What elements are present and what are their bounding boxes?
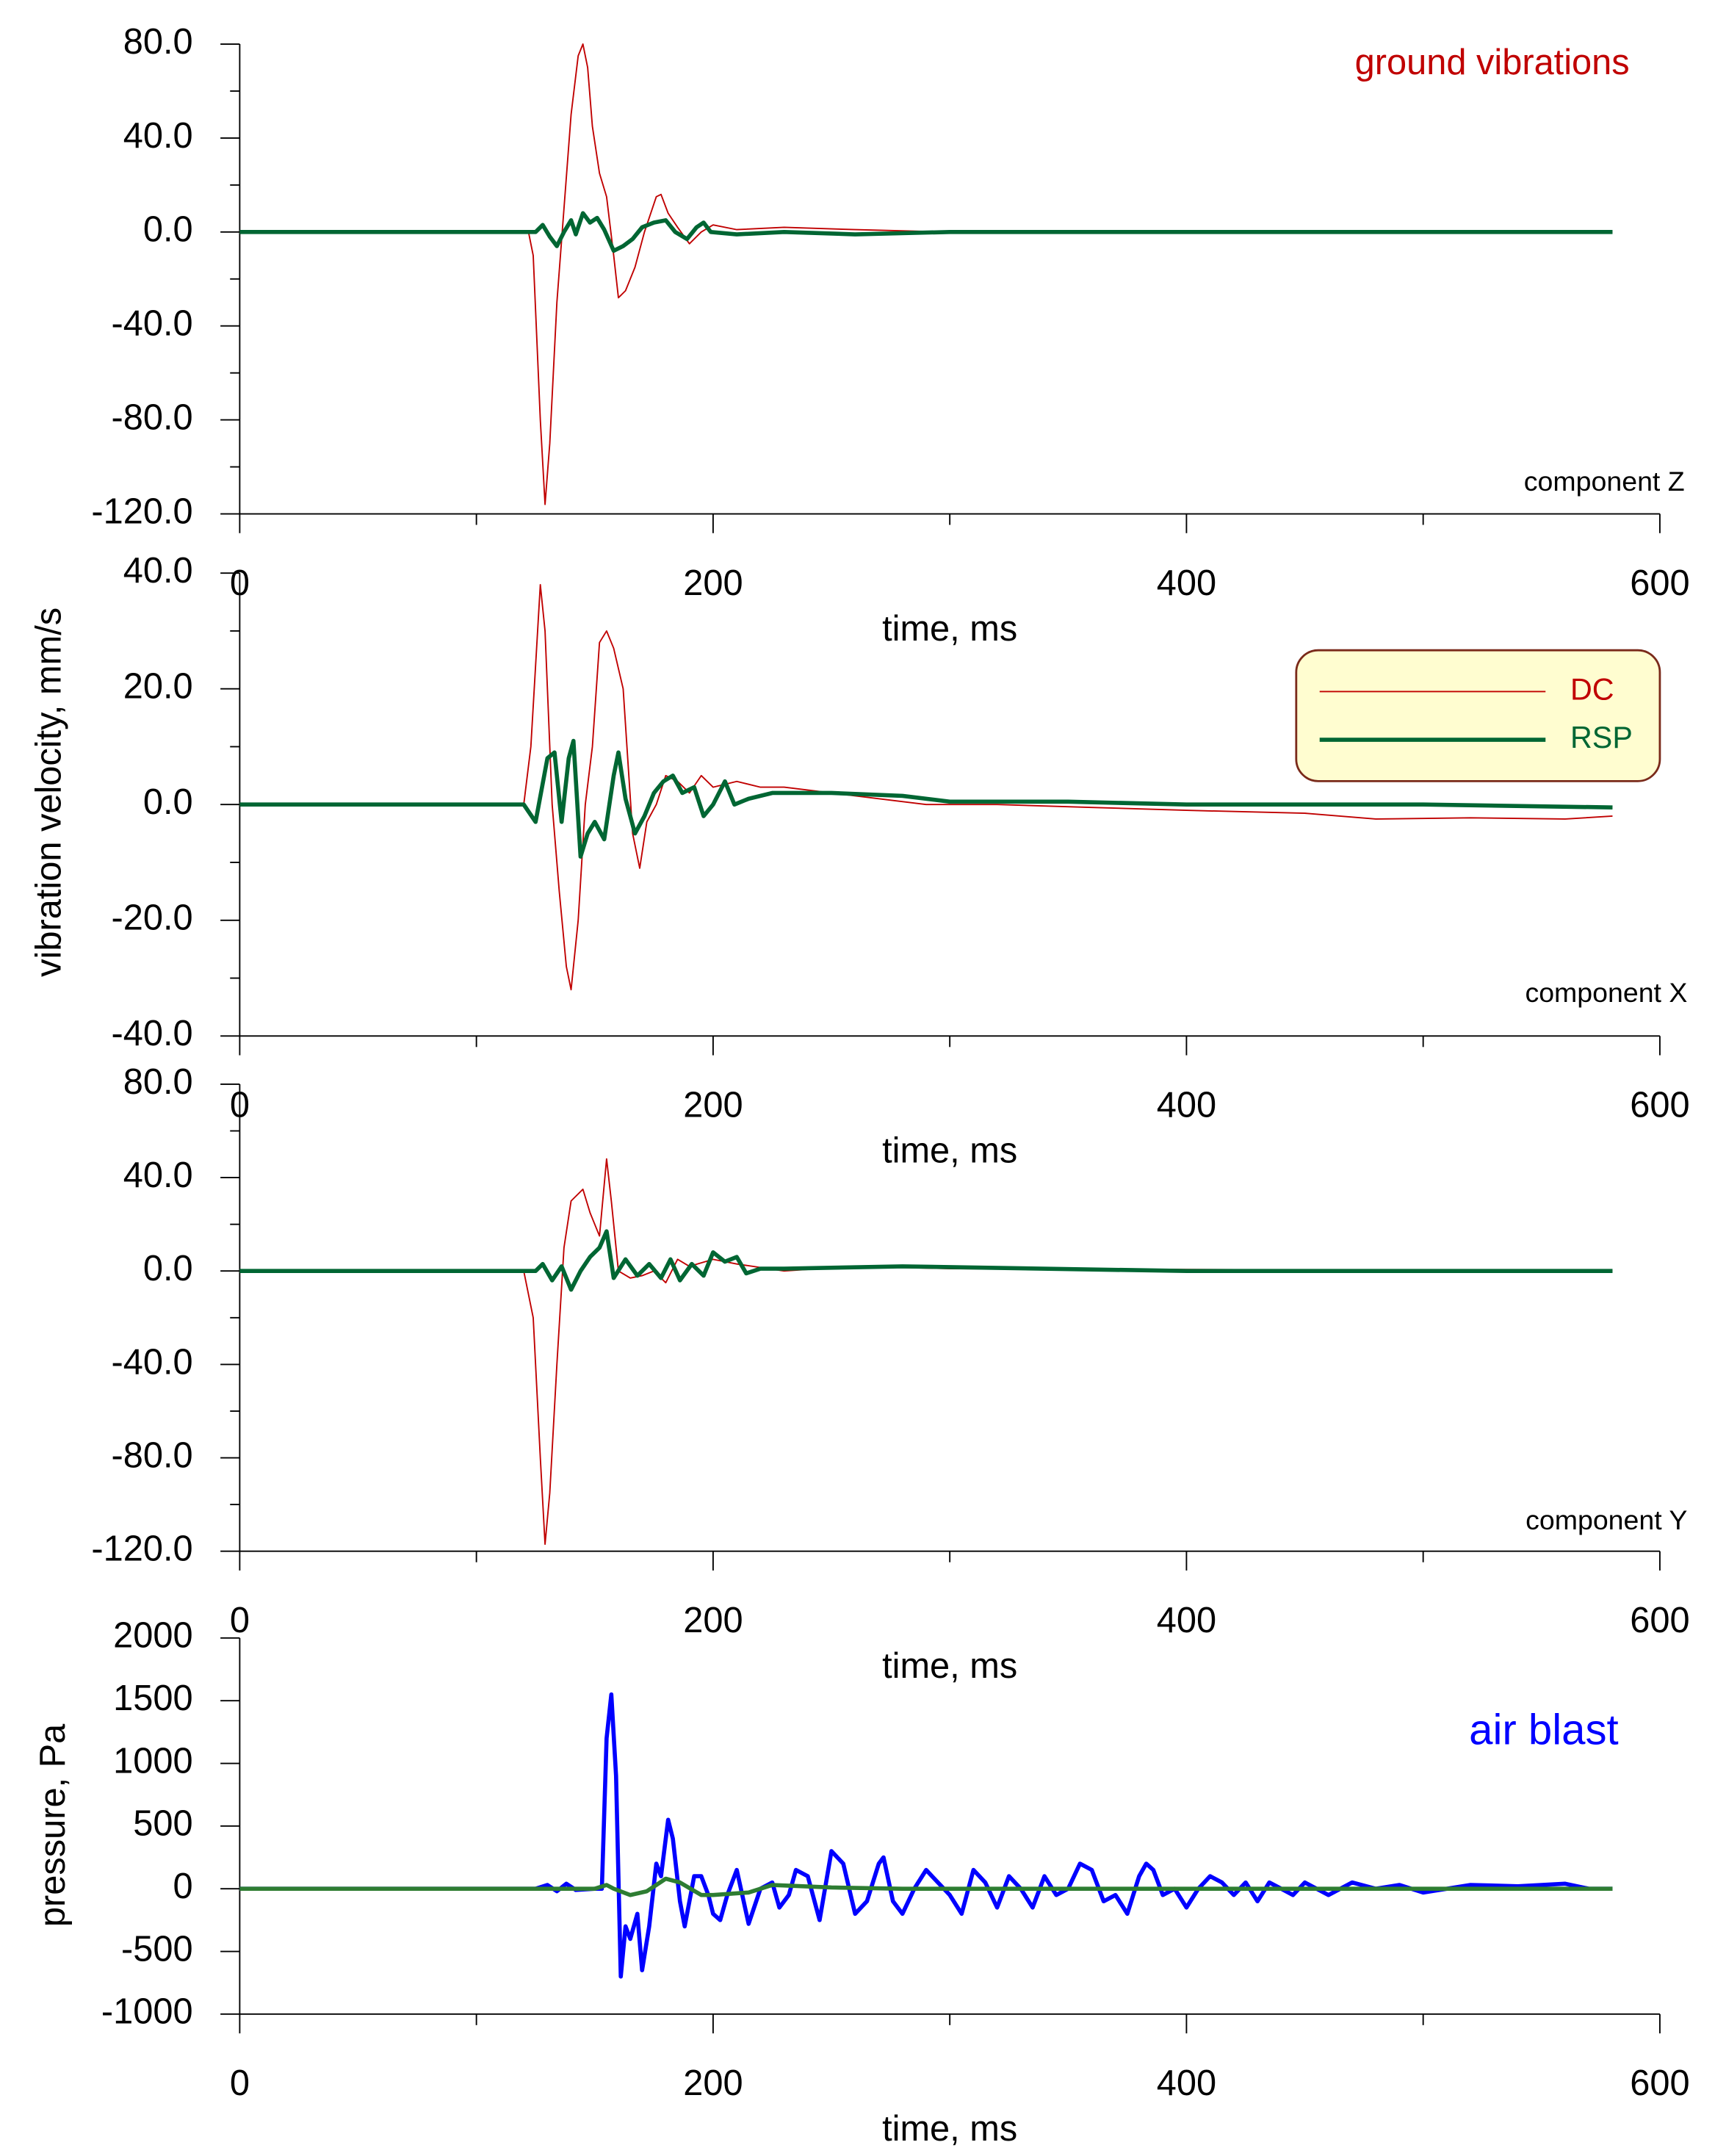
legend-box (1295, 649, 1661, 782)
y-tick-label: 500 (133, 1804, 192, 1844)
series-line (239, 43, 1613, 505)
y-tick-label: 0.0 (143, 1249, 193, 1288)
x-tick-label: 600 (1630, 563, 1689, 603)
y-tick-label: -120.0 (91, 1529, 192, 1569)
component-label: component X (1525, 977, 1687, 1008)
annotation: air blast (1469, 1706, 1619, 1754)
x-axis-label: time, ms (882, 2109, 1017, 2149)
y-tick-label: -80.0 (111, 397, 192, 437)
x-tick-label: 600 (1630, 2063, 1689, 2103)
y-tick-label: 80.0 (123, 1062, 193, 1102)
x-tick-label: 200 (683, 1601, 743, 1640)
y-tick-label: 1500 (113, 1679, 192, 1718)
series-line (239, 1692, 1613, 1979)
y-tick-label: 80.0 (123, 22, 193, 62)
x-tick-label: 200 (683, 2063, 743, 2103)
y-axis-label: pressure, Pa (33, 1723, 73, 1927)
y-tick-label: -1000 (101, 1992, 193, 2032)
series-line (239, 583, 1613, 991)
legend-label: RSP (1570, 721, 1633, 754)
series-line (239, 211, 1613, 253)
x-tick-label: 400 (1157, 563, 1216, 603)
y-tick-label: -120.0 (91, 491, 192, 531)
y-tick-label: 40.0 (123, 116, 193, 156)
x-tick-label: 0 (230, 1601, 250, 1640)
x-tick-label: 200 (683, 563, 743, 603)
x-tick-label: 600 (1630, 1601, 1689, 1640)
y-tick-label: 0 (173, 1867, 192, 1906)
x-tick-label: 600 (1630, 1086, 1689, 1125)
x-axis-label: time, ms (882, 609, 1017, 649)
legend-label: DC (1570, 672, 1614, 706)
y-tick-label: -40.0 (111, 1014, 192, 1053)
series-line (239, 1876, 1613, 1897)
x-tick-label: 200 (683, 1086, 743, 1125)
x-axis-label: time, ms (882, 1646, 1017, 1686)
component-label: component Y (1526, 1504, 1687, 1535)
x-tick-label: 400 (1157, 1601, 1216, 1640)
annotation: ground vibrations (1355, 43, 1630, 82)
y-tick-label: 2000 (113, 1616, 192, 1656)
y-tick-label: -20.0 (111, 898, 192, 938)
y-tick-label: -40.0 (111, 1342, 192, 1382)
x-tick-label: 400 (1157, 2063, 1216, 2103)
y-axis-label: vibration velocity, mm/s (29, 607, 68, 977)
y-tick-label: 20.0 (123, 667, 193, 707)
series-line (239, 1229, 1613, 1292)
series-line (239, 738, 1613, 859)
series-line (239, 1158, 1613, 1546)
x-tick-label: 0 (230, 2063, 250, 2103)
y-tick-label: -80.0 (111, 1435, 192, 1475)
x-axis-label: time, ms (882, 1131, 1017, 1171)
y-tick-label: 0.0 (143, 782, 193, 822)
y-tick-label: 40.0 (123, 551, 193, 591)
y-tick-label: 40.0 (123, 1155, 193, 1195)
y-tick-label: 1000 (113, 1741, 192, 1781)
y-tick-label: -500 (121, 1929, 193, 1969)
x-tick-label: 400 (1157, 1086, 1216, 1125)
component-label: component Z (1524, 466, 1685, 497)
y-tick-label: -40.0 (111, 304, 192, 344)
y-tick-label: 0.0 (143, 210, 193, 250)
